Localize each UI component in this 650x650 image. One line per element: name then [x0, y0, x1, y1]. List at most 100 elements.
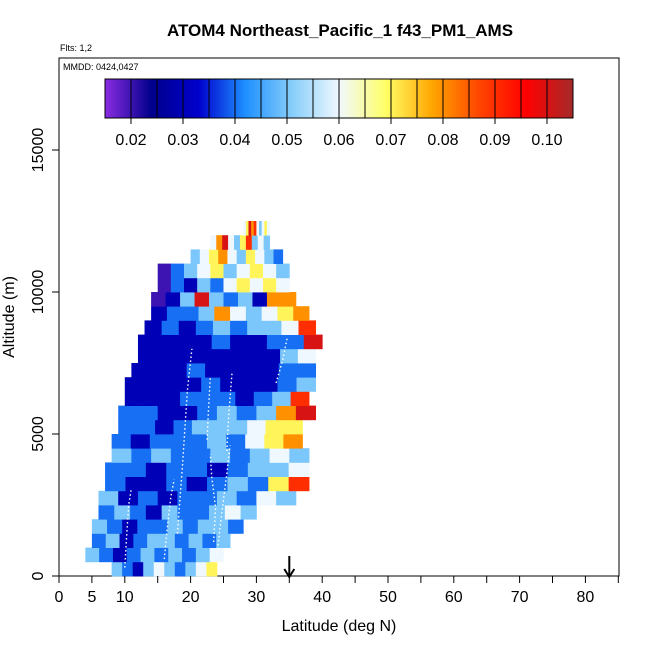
- heatmap-cell: [91, 533, 107, 548]
- heatmap-cell: [247, 476, 269, 492]
- colorbar-dividers: [130, 79, 548, 118]
- x-tick-label: 80: [577, 589, 595, 606]
- heatmap-cell: [216, 391, 236, 406]
- heatmap-cell: [173, 348, 192, 364]
- heatmap-cell: [182, 547, 197, 563]
- heatmap-cell: [195, 320, 214, 335]
- flight-track: [124, 487, 133, 568]
- data-layer: [85, 221, 323, 577]
- heatmap-cell: [186, 363, 206, 378]
- heatmap-cell: [214, 306, 231, 321]
- heatmap-cell: [118, 419, 138, 435]
- heatmap-cell: [228, 519, 244, 534]
- colorbar-tick-label: 0.03: [167, 132, 198, 149]
- heatmap-cell: [198, 391, 218, 406]
- heatmap-cell: [272, 391, 292, 406]
- heatmap-cell: [147, 533, 162, 548]
- heatmap-cell: [239, 235, 247, 250]
- heatmap-cell: [251, 235, 259, 250]
- y-tick-label: 0: [30, 571, 47, 580]
- heatmap-cell: [174, 533, 190, 548]
- heatmap-cell: [195, 547, 211, 563]
- heatmap-cell: [151, 292, 166, 307]
- x-tick-label: 40: [313, 589, 331, 606]
- plot-frame: [58, 57, 620, 577]
- heatmap-cell: [197, 405, 218, 421]
- heatmap-cell: [170, 263, 185, 279]
- heatmap-cell: [157, 277, 172, 293]
- heatmap-cell: [276, 490, 297, 506]
- dates-annotation: MMDD: 0424,0427: [63, 62, 139, 72]
- heatmap-cell: [155, 419, 174, 435]
- heatmap-cell: [264, 320, 282, 335]
- heatmap-cell: [224, 505, 242, 520]
- colorbar-tick-label: 0.08: [427, 132, 458, 149]
- heatmap-cell: [266, 221, 270, 236]
- heatmap-cell: [264, 221, 268, 236]
- heatmap-cell: [228, 419, 248, 435]
- x-tick-label: 20: [182, 589, 200, 606]
- heatmap-cell: [243, 221, 247, 236]
- heatmap-cell: [230, 334, 249, 350]
- heatmap-cell: [194, 292, 210, 307]
- heatmap-cell: [197, 490, 218, 506]
- y-axis: 0 5000 10000 15000: [30, 128, 59, 580]
- heatmap-cell: [218, 249, 228, 264]
- heatmap-cell: [223, 277, 238, 293]
- heatmap-cell: [190, 448, 211, 463]
- heatmap-cell: [125, 476, 147, 492]
- heatmap-cell: [180, 292, 195, 307]
- heatmap-cell: [255, 249, 265, 264]
- heatmap-cell: [145, 505, 163, 520]
- heatmap-cell: [160, 533, 176, 548]
- heatmap-cell: [289, 448, 310, 463]
- heatmap-cell: [236, 277, 251, 293]
- heatmap-cell: [276, 405, 297, 421]
- flights-annotation: Flts: 1,2: [60, 43, 92, 53]
- heatmap-cell: [247, 419, 267, 435]
- heatmap-cell: [178, 320, 197, 335]
- heatmap-cell: [184, 263, 198, 279]
- heatmap-cell: [209, 292, 224, 307]
- heatmap-cell: [207, 476, 228, 492]
- heatmap-cell: [164, 561, 176, 577]
- heatmap-cell: [261, 221, 265, 236]
- heatmap-cell: [266, 292, 282, 307]
- heatmap-cell: [131, 363, 151, 378]
- heatmap-cell: [210, 263, 224, 279]
- heatmap-cell: [278, 363, 298, 378]
- heatmap-cell: [193, 505, 210, 520]
- heatmap-cell: [223, 263, 238, 279]
- colorbar-ticks: 0.02 0.03 0.04 0.05 0.06 0.07 0.08 0.09 0.10: [115, 118, 563, 149]
- heatmap-cell: [184, 277, 198, 293]
- heatmap-cell: [216, 490, 238, 506]
- heatmap-cell: [297, 348, 317, 364]
- heatmap-cell: [288, 476, 310, 492]
- heatmap-cell: [122, 519, 138, 534]
- heatmap-cell: [198, 306, 215, 321]
- heatmap-cell: [285, 334, 305, 350]
- heatmap-cell: [230, 306, 247, 321]
- heatmap-cell: [197, 263, 211, 279]
- heatmap-cell: [210, 419, 230, 435]
- heatmap-cell: [149, 363, 169, 378]
- heatmap-cell: [236, 249, 247, 264]
- heatmap-cell: [262, 348, 281, 364]
- heatmap-cell: [205, 363, 224, 378]
- heatmap-cell: [245, 306, 263, 321]
- heatmap-cell: [137, 348, 157, 364]
- heatmap-cell: [118, 405, 139, 421]
- heatmap-cell: [201, 377, 221, 392]
- x-axis: 0 5 10 20 30 40 50 60 70 80: [55, 576, 619, 606]
- heatmap-cell: [151, 448, 172, 463]
- heatmap-cell: [245, 434, 265, 449]
- heatmap-cell: [124, 377, 145, 392]
- heatmap-cell: [251, 221, 255, 236]
- heatmap-cell: [284, 419, 303, 435]
- colorbar-tick-label: 0.06: [323, 132, 354, 149]
- heatmap-cell: [161, 505, 178, 520]
- heatmap-cell: [111, 561, 123, 577]
- down-arrow-marker: [283, 556, 296, 579]
- heatmap-cell: [197, 519, 214, 534]
- heatmap-cell: [188, 533, 203, 548]
